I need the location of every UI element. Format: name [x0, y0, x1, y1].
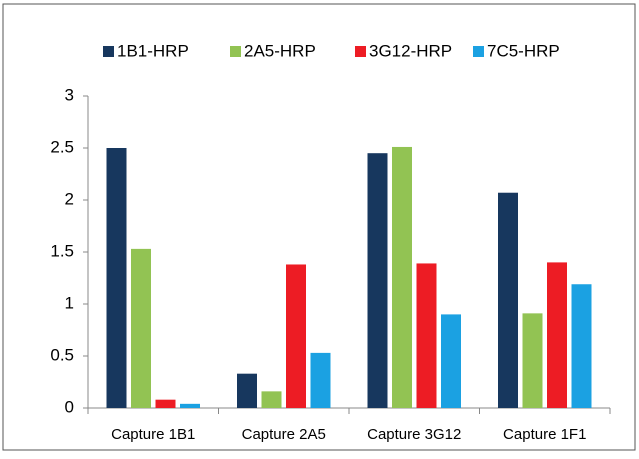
bar [416, 263, 437, 408]
x-tick-label: Capture 1B1 [111, 426, 195, 443]
legend-label: 7C5-HRP [487, 41, 560, 60]
bar [131, 248, 151, 408]
bar [441, 314, 461, 408]
bar [392, 146, 412, 408]
bar [180, 403, 200, 408]
x-tick-label: Capture 3G12 [367, 426, 461, 443]
bar [106, 148, 127, 408]
bar [547, 262, 567, 408]
y-tick-label: 2 [65, 189, 74, 208]
legend-swatch [473, 46, 484, 57]
bar [571, 284, 592, 408]
bar [261, 391, 282, 408]
legend-swatch [103, 46, 114, 57]
bar [367, 153, 388, 408]
legend-label: 2A5-HRP [244, 41, 316, 60]
x-tick-label: Capture 2A5 [242, 426, 326, 443]
bar [155, 399, 176, 408]
bar [522, 313, 543, 408]
legend-swatch [355, 46, 366, 57]
bar [498, 192, 518, 408]
legend-swatch [230, 46, 241, 57]
bar [310, 352, 331, 408]
legend-label: 1B1-HRP [117, 41, 189, 60]
x-tick-label: Capture 1F1 [503, 426, 586, 443]
y-tick-label: 1 [65, 293, 74, 312]
y-tick-label: 2.5 [50, 137, 74, 156]
bar [286, 264, 306, 408]
y-tick-label: 0 [65, 397, 74, 416]
y-tick-label: 1.5 [50, 241, 74, 260]
y-tick-label: 3 [65, 85, 74, 104]
legend-label: 3G12-HRP [369, 41, 452, 60]
bar [237, 373, 257, 408]
y-tick-label: 0.5 [50, 345, 74, 364]
